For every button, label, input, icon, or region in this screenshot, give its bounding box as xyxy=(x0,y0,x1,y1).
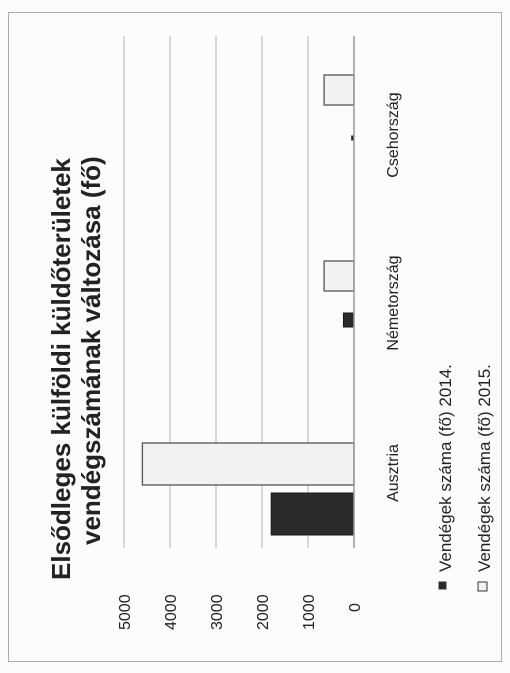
legend: Vendégek száma (fő) 2014. Vendégek száma … xyxy=(436,364,494,592)
legend-label: Vendégek száma (fő) 2015. xyxy=(475,364,494,572)
y-tick-label: 5000 xyxy=(117,594,134,630)
chart-title-line-1: Elsődleges külföldi küldőterületek xyxy=(46,158,76,580)
category-label: Ausztria xyxy=(385,444,402,502)
y-tick-label: 0 xyxy=(347,603,364,612)
legend-swatch xyxy=(477,581,488,592)
legend-label: Vendégek száma (fő) 2014. xyxy=(436,364,455,572)
axis: 0 1000 2000 3000 4000 5000 Ausztria Németország… xyxy=(117,36,402,630)
bar-2015 xyxy=(141,442,355,486)
y-tick-label: 2000 xyxy=(255,594,272,630)
legend-swatch xyxy=(438,581,447,590)
bar-2014 xyxy=(270,492,355,536)
bars xyxy=(141,74,355,536)
chart-frame xyxy=(8,12,502,662)
y-tick-label: 1000 xyxy=(301,594,318,630)
category-label: Csehország xyxy=(385,92,402,177)
bar-2014 xyxy=(342,312,355,328)
chart-title-line-2: vendégszámának változása (fő) xyxy=(76,156,106,545)
y-tick-label: 4000 xyxy=(163,594,180,630)
y-tick-label: 3000 xyxy=(209,594,226,630)
bar-2015 xyxy=(323,260,355,292)
category-label: Németország xyxy=(385,255,402,350)
bar-2015 xyxy=(323,74,355,106)
